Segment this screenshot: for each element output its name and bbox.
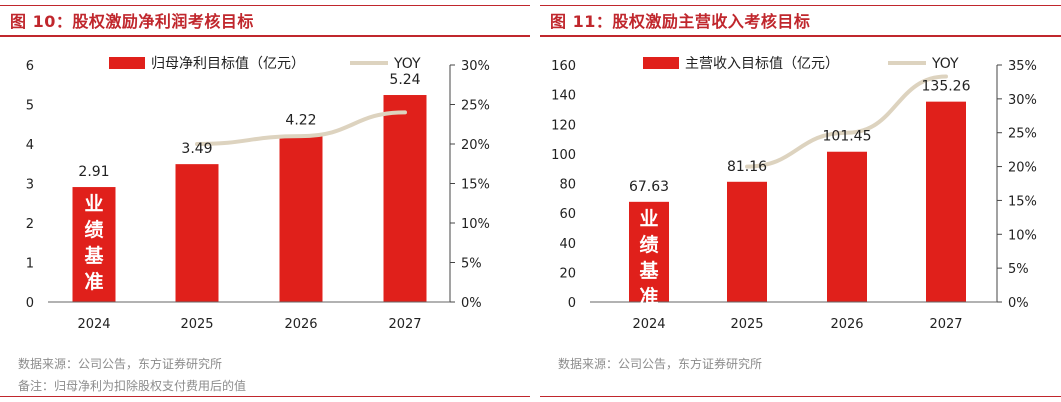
baseline-tag-char: 业 — [639, 208, 658, 230]
top-rule — [540, 5, 1061, 6]
x-tick-label: 2027 — [388, 317, 421, 332]
y-tick-label: 40 — [559, 237, 576, 252]
y-tick-label: 100 — [551, 148, 576, 163]
y2-tick-label: 5% — [461, 257, 482, 272]
y2-tick-label: 35% — [1008, 59, 1037, 74]
data-label: 67.63 — [629, 179, 669, 195]
y2-tick-label: 5% — [1008, 262, 1029, 277]
y2-tick-label: 25% — [461, 99, 490, 114]
top-rule — [0, 5, 530, 6]
bar — [926, 101, 966, 303]
legend-line-label: YOY — [393, 56, 421, 72]
baseline-tag-char: 准 — [84, 271, 103, 293]
y2-tick-label: 20% — [1008, 161, 1037, 176]
y2-tick-label: 0% — [1008, 296, 1029, 311]
y2-tick-label: 10% — [461, 217, 490, 232]
remark-note: 备注：归母净利为扣除股权支付费用后的值 — [18, 379, 247, 393]
y2-tick-label: 30% — [1008, 93, 1037, 108]
figure-title: 图 10：股权激励净利润考核目标 — [10, 12, 254, 31]
y-tick-label: 80 — [559, 178, 576, 193]
data-label: 5.24 — [389, 72, 420, 88]
bar — [629, 201, 669, 302]
x-tick-label: 2027 — [929, 317, 962, 332]
bar — [175, 164, 219, 302]
y2-tick-label: 15% — [461, 178, 490, 193]
x-tick-label: 2025 — [180, 317, 213, 332]
y-tick-label: 20 — [559, 266, 576, 281]
y-tick-label: 0 — [568, 296, 576, 311]
x-tick-label: 2025 — [730, 317, 763, 332]
baseline-tag-char: 绩 — [84, 218, 103, 241]
bar — [727, 181, 767, 302]
data-label: 135.26 — [922, 79, 971, 95]
bottom-rule — [0, 396, 530, 397]
data-label: 2.91 — [78, 164, 109, 180]
x-tick-label: 2026 — [284, 317, 317, 332]
y2-tick-label: 20% — [461, 138, 490, 153]
legend-bar-swatch — [109, 57, 145, 69]
y-tick-label: 60 — [559, 207, 576, 222]
legend-bar-label: 主营收入目标值（亿元） — [685, 56, 839, 72]
y2-tick-label: 25% — [1008, 127, 1037, 142]
revenue-chart: 0 20 40 60 80 100 120 140 160 0% 5% 10% 15% 20% 25% 30%… — [551, 56, 1037, 332]
baseline-tag-char: 业 — [84, 193, 103, 215]
chart-panel-revenue: 图 11：股权激励主营收入考核目标 0 20 40 60 80 100 120 140 160 0… — [540, 0, 1061, 402]
yoy-line — [195, 110, 407, 146]
y-tick-label: 160 — [551, 59, 576, 74]
legend-bar-label: 归母净利目标值（亿元） — [151, 55, 305, 72]
data-label: 101.45 — [823, 129, 872, 145]
x-tick-label: 2024 — [632, 317, 665, 332]
x-tick-label: 2026 — [830, 317, 863, 332]
legend-line-label: YOY — [931, 56, 959, 72]
data-label: 3.49 — [181, 141, 212, 157]
y-tick-label: 140 — [551, 89, 576, 104]
bar — [72, 187, 116, 302]
y-tick-label: 0 — [26, 296, 34, 311]
title-rule — [540, 35, 1061, 37]
data-label: 4.22 — [285, 112, 316, 128]
y2-tick-label: 30% — [461, 59, 490, 74]
baseline-tag-char: 基 — [83, 244, 104, 267]
baseline-tag-char: 准 — [639, 286, 658, 308]
bar — [827, 151, 867, 302]
figure-title: 图 11：股权激励主营收入考核目标 — [550, 12, 811, 31]
x-tick-label: 2024 — [77, 317, 110, 332]
baseline-tag-char: 绩 — [639, 233, 658, 256]
bar — [279, 135, 323, 302]
y-tick-label: 5 — [26, 99, 34, 114]
y2-tick-label: 15% — [1008, 194, 1037, 209]
baseline-tag-char: 基 — [638, 259, 659, 282]
y-tick-label: 6 — [26, 59, 34, 74]
source-note: 数据来源：公司公告，东方证券研究所 — [18, 357, 223, 371]
y-tick-label: 1 — [26, 257, 34, 272]
y-tick-label: 3 — [26, 178, 34, 193]
y-tick-label: 120 — [551, 118, 576, 133]
y-tick-label: 2 — [26, 217, 34, 232]
net-profit-chart: 0 1 2 3 4 5 6 0% 5% 10% 15% 20% 25% 30% 2024 2025 2026 20… — [26, 55, 490, 332]
chart-panel-net-profit: 图 10：股权激励净利润考核目标 0 1 2 3 4 5 6 0% 5% 10% 15% 20% 25%… — [0, 0, 530, 402]
source-note: 数据来源：公司公告，东方证券研究所 — [558, 357, 763, 371]
bar — [383, 95, 427, 302]
y-tick-label: 4 — [26, 138, 34, 153]
data-label: 81.16 — [727, 159, 767, 175]
title-rule — [0, 35, 530, 37]
y2-tick-label: 0% — [461, 296, 482, 311]
yoy-line — [745, 74, 948, 169]
legend-bar-swatch — [643, 57, 679, 69]
bottom-rule — [540, 396, 1061, 397]
y2-tick-label: 10% — [1008, 228, 1037, 243]
